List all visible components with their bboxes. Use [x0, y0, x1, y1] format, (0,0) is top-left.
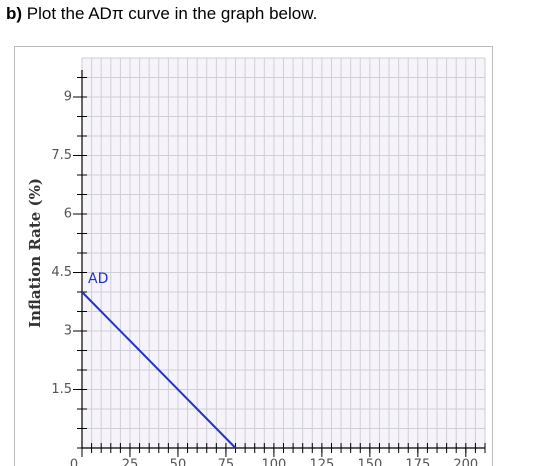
- question-header: b) Plot the ADπ curve in the graph below…: [6, 4, 317, 24]
- y-tick-label: 3: [64, 324, 72, 339]
- x-tick-label: 0: [70, 458, 78, 466]
- curve-label: AD: [88, 271, 108, 287]
- x-tick-label: 50: [170, 458, 187, 466]
- question-text: Plot the ADπ curve in the graph below.: [26, 4, 318, 23]
- x-tick-label: 100: [261, 458, 286, 466]
- x-tick-label: 200: [453, 458, 478, 466]
- y-tick-label: 4.5: [51, 265, 72, 280]
- x-tick-label: 125: [309, 458, 334, 466]
- y-axis-label: Inflation Rate (%): [26, 178, 44, 328]
- x-tick-label: 25: [122, 458, 139, 466]
- x-tick-label: 175: [405, 458, 430, 466]
- y-tick-label: 9: [64, 90, 72, 105]
- ad-curve: [81, 291, 237, 449]
- question-label: b): [6, 4, 23, 23]
- y-tick-label: 6: [64, 207, 72, 222]
- x-tick-label: 75: [218, 458, 235, 466]
- x-tick-label: 150: [357, 458, 382, 466]
- y-tick-label: 7.5: [51, 148, 72, 163]
- y-tick-label: 1.5: [51, 382, 72, 397]
